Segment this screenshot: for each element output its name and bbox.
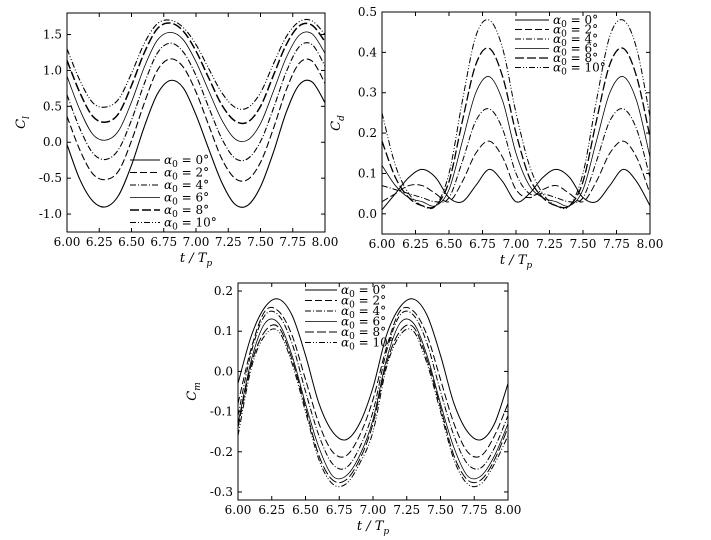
- x-tick-label: 6.50: [118, 235, 145, 249]
- legend-label: α0 = 0°: [164, 153, 209, 170]
- x-tick-label: 6.25: [258, 503, 285, 517]
- x-tick-label: 6.50: [436, 237, 463, 251]
- series-line: [382, 47, 650, 209]
- x-tick-label: 6.00: [369, 237, 396, 251]
- series-line: [382, 140, 650, 203]
- y-tick-label: -0.2: [210, 445, 233, 459]
- x-tick-label: 6.75: [469, 237, 496, 251]
- series-line: [238, 310, 508, 470]
- x-tick-label: 6.25: [86, 235, 113, 249]
- x-tick-label: 8.00: [495, 503, 522, 517]
- legend-label: α0 = 0°: [341, 283, 386, 300]
- x-tick-label: 7.25: [536, 237, 563, 251]
- x-tick-label: 6.00: [54, 235, 81, 249]
- series-line: [238, 324, 508, 484]
- x-tick-label: 6.50: [292, 503, 319, 517]
- plot-frame: [381, 11, 651, 235]
- legend-label: α0 = 2°: [553, 23, 598, 40]
- legend-label: α0 = 10°: [341, 336, 394, 353]
- y-tick-label: 0.2: [214, 284, 233, 298]
- x-tick-label: 7.00: [360, 503, 387, 517]
- series-line: [67, 22, 325, 125]
- y-tick-label: -1.0: [39, 207, 62, 221]
- series-line: [67, 42, 325, 162]
- legend-label: α0 = 6°: [164, 191, 209, 208]
- x-tick-label: 7.50: [427, 503, 454, 517]
- x-axis-label: t / Tp: [357, 519, 390, 537]
- series-line: [382, 168, 650, 211]
- x-tick-label: 8.00: [312, 235, 339, 249]
- series-line: [382, 76, 650, 207]
- series-line: [67, 79, 325, 208]
- chart-panel-2: 6.00 6.25 6.50 6.75 7.00 7.25 7.50 7.75 8.00 0.0 0…: [329, 5, 663, 271]
- x-tick-label: 7.00: [503, 237, 530, 251]
- series-line: [382, 108, 650, 203]
- series-line: [238, 318, 508, 480]
- x-tick-label: 7.50: [247, 235, 274, 249]
- legend-label: α0 = 10°: [553, 61, 606, 78]
- x-tick-label: 6.75: [150, 235, 177, 249]
- y-tick-label: 0.0: [214, 364, 233, 378]
- x-tick-label: 7.25: [215, 235, 242, 249]
- y-axis-label: Cm: [185, 382, 203, 401]
- legend: α0 = 0°α0 = 2°α0 = 4°α0 = 6°α0 = 8°α0 = …: [130, 153, 217, 233]
- x-tick-label: 7.25: [393, 503, 420, 517]
- series-line: [67, 31, 325, 143]
- y-tick-label: 0.2: [358, 126, 377, 140]
- y-tick-label: 1.0: [43, 63, 62, 77]
- legend-label: α0 = 0°: [553, 13, 598, 30]
- y-tick-label: 0.3: [358, 86, 377, 100]
- series-line: [67, 18, 325, 110]
- series-line: [67, 58, 325, 182]
- x-tick-label: 7.00: [183, 235, 210, 249]
- legend-label: α0 = 8°: [164, 203, 209, 220]
- x-tick-label: 6.25: [402, 237, 429, 251]
- y-tick-label: 0.0: [43, 135, 62, 149]
- y-tick-label: 0.1: [214, 324, 233, 338]
- legend-label: α0 = 4°: [164, 178, 209, 195]
- x-tick-label: 8.00: [637, 237, 664, 251]
- y-tick-label: 0.4: [358, 45, 377, 59]
- legend-label: α0 = 4°: [341, 304, 386, 321]
- legend-label: α0 = 10°: [164, 216, 217, 233]
- y-tick-label: 0.0: [358, 207, 377, 221]
- legend-label: α0 = 6°: [553, 42, 598, 59]
- chart-panel-3: 6.00 6.25 6.50 6.75 7.00 7.25 7.50 7.75 8.00 -0.3…: [185, 282, 522, 537]
- legend-label: α0 = 4°: [553, 32, 598, 49]
- y-tick-label: 0.5: [43, 99, 62, 113]
- x-tick-label: 7.75: [461, 503, 488, 517]
- x-tick-label: 6.00: [225, 503, 252, 517]
- legend: α0 = 0°α0 = 2°α0 = 4°α0 = 6°α0 = 8°α0 = …: [305, 283, 394, 353]
- x-tick-label: 7.75: [603, 237, 630, 251]
- y-tick-label: -0.5: [39, 171, 62, 185]
- legend-label: α0 = 8°: [341, 325, 386, 342]
- legend-label: α0 = 2°: [164, 166, 209, 183]
- y-axis-label: Cl: [14, 116, 32, 129]
- y-axis-label: Cd: [329, 115, 347, 131]
- y-tick-label: -0.1: [210, 405, 233, 419]
- legend: α0 = 0°α0 = 2°α0 = 4°α0 = 6°α0 = 8°α0 = …: [515, 13, 606, 78]
- x-tick-label: 7.75: [279, 235, 306, 249]
- legend-label: α0 = 2°: [341, 294, 386, 311]
- x-axis-label: t / Tp: [500, 253, 533, 271]
- legend-label: α0 = 8°: [553, 51, 598, 68]
- chart-panel-1: 6.00 6.25 6.50 6.75 7.00 7.25 7.50 7.75 8.00 -1.0…: [14, 12, 339, 269]
- x-tick-label: 7.50: [570, 237, 597, 251]
- legend-label: α0 = 6°: [341, 315, 386, 332]
- series-line: [238, 298, 508, 441]
- x-axis-label: t / Tp: [180, 251, 213, 269]
- series-line: [238, 306, 508, 458]
- y-tick-label: 0.5: [358, 5, 377, 19]
- series-line: [238, 328, 508, 488]
- x-tick-label: 6.75: [326, 503, 353, 517]
- y-tick-label: 0.1: [358, 166, 377, 180]
- y-tick-label: 1.5: [43, 28, 62, 42]
- series-line: [382, 19, 650, 210]
- y-tick-label: -0.3: [210, 485, 233, 499]
